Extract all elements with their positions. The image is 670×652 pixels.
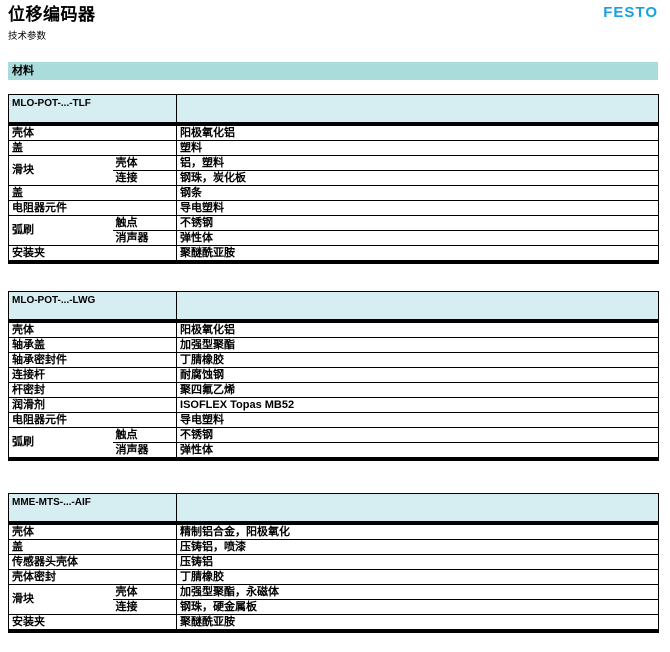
table-row: 盖 压铸铝，喷漆 bbox=[8, 539, 659, 555]
table-row: 消声器 弹性体 bbox=[9, 442, 659, 460]
row-value: 钢珠，炭化板 bbox=[176, 170, 659, 186]
row-value: 阳极氧化铝 bbox=[176, 124, 659, 141]
row-label: 安装夹 bbox=[8, 614, 177, 632]
table-row: 安装夹 聚醚酰亚胺 bbox=[8, 245, 659, 263]
model-name: MLO-POT-...-LWG bbox=[8, 291, 177, 323]
table-row: 电阻器元件 导电塑料 bbox=[8, 412, 659, 428]
material-table-mlo-pot-tlf: MLO-POT-...-TLF 壳体 阳极氧化铝 盖 塑料 滑块 壳体 铝，塑料… bbox=[8, 94, 659, 264]
row-value: 不锈钢 bbox=[176, 215, 659, 231]
section-header-materials: 材料 bbox=[8, 62, 658, 80]
table-row: 电阻器元件 导电塑料 bbox=[8, 200, 659, 216]
page-subtitle: 技术参数 bbox=[8, 31, 47, 42]
table-row: 安装夹 聚醚酰亚胺 bbox=[8, 614, 659, 632]
row-sublabel: 触点 bbox=[112, 427, 177, 443]
row-label: 盖 bbox=[8, 185, 177, 201]
row-label: 壳体 bbox=[8, 124, 177, 141]
table-row: 壳体密封 丁腈橡胶 bbox=[8, 569, 659, 585]
table-row: 盖 塑料 bbox=[8, 140, 659, 156]
festo-logo: FESTO bbox=[603, 4, 658, 21]
row-value: 聚醚酰亚胺 bbox=[176, 245, 659, 263]
table-row: 连接 钢珠，硬金属板 bbox=[9, 599, 659, 615]
datasheet-page: 位移编码器 技术参数 FESTO 材料 MLO-POT-...-TLF 壳体 阳… bbox=[8, 0, 660, 633]
row-value: 加强型聚酯，永磁体 bbox=[176, 584, 659, 600]
row-value: 加强型聚酯 bbox=[176, 337, 659, 353]
row-label: 滑块 bbox=[8, 155, 113, 186]
row-label: 弧刷 bbox=[8, 215, 113, 246]
table-row: 壳体 阳极氧化铝 bbox=[8, 321, 659, 338]
row-value: 丁腈橡胶 bbox=[176, 569, 659, 585]
table-row: 轴承密封件 丁腈橡胶 bbox=[8, 352, 659, 368]
model-name: MLO-POT-...-TLF bbox=[8, 94, 177, 126]
row-value: 阳极氧化铝 bbox=[176, 321, 659, 338]
row-sublabel: 壳体 bbox=[112, 584, 177, 600]
row-label: 轴承盖 bbox=[8, 337, 177, 353]
row-label: 轴承密封件 bbox=[8, 352, 177, 368]
table-row: 滑块 壳体 加强型聚酯，永磁体 bbox=[8, 584, 659, 615]
table-header-row: MLO-POT-...-LWG bbox=[8, 291, 659, 323]
material-table-mlo-pot-lwg: MLO-POT-...-LWG 壳体 阳极氧化铝 轴承盖 加强型聚酯 轴承密封件… bbox=[8, 291, 660, 461]
row-value: 弹性体 bbox=[176, 442, 659, 460]
material-table-mme-mts-aif: MME-MTS-...-AIF 壳体 精制铝合金，阳极氧化 盖 压铸铝，喷漆 传… bbox=[8, 493, 659, 633]
row-label: 连接杆 bbox=[8, 367, 177, 383]
row-label: 滑块 bbox=[8, 584, 113, 615]
row-value: 聚醚酰亚胺 bbox=[176, 614, 659, 632]
table-row: 连接杆 耐腐蚀钢 bbox=[8, 367, 659, 383]
table-row: 壳体 精制铝合金，阳极氧化 bbox=[8, 523, 659, 540]
table-row: 弧刷 触点 不锈钢 bbox=[8, 427, 659, 460]
row-label: 壳体 bbox=[8, 523, 177, 540]
row-value: 丁腈橡胶 bbox=[176, 352, 659, 368]
row-label: 电阻器元件 bbox=[8, 412, 177, 428]
row-label: 盖 bbox=[8, 140, 177, 156]
row-value: 压铸铝，喷漆 bbox=[176, 539, 659, 555]
row-label: 弧刷 bbox=[8, 427, 113, 460]
table-row: 连接 钢珠，炭化板 bbox=[9, 170, 659, 186]
row-label: 传感器头壳体 bbox=[8, 554, 177, 570]
table-row: 传感器头壳体 压铸铝 bbox=[8, 554, 659, 570]
header-spacer bbox=[176, 291, 659, 323]
table-header-row: MLO-POT-...-TLF bbox=[8, 94, 659, 126]
row-value: 钢条 bbox=[176, 185, 659, 201]
row-label: 盖 bbox=[8, 539, 177, 555]
row-value: 耐腐蚀钢 bbox=[176, 367, 659, 383]
row-value: 导电塑料 bbox=[176, 200, 659, 216]
row-value: 精制铝合金，阳极氧化 bbox=[176, 523, 659, 540]
page-title: 位移编码器 bbox=[8, 5, 96, 24]
row-value: 不锈钢 bbox=[176, 427, 659, 443]
table-row: 润滑剂 ISOFLEX Topas MB52 bbox=[8, 397, 659, 413]
row-label: 安装夹 bbox=[8, 245, 177, 263]
row-value: 导电塑料 bbox=[176, 412, 659, 428]
row-label: 电阻器元件 bbox=[8, 200, 177, 216]
row-value: 弹性体 bbox=[176, 230, 659, 246]
row-sublabel: 消声器 bbox=[112, 230, 177, 246]
row-label: 杆密封 bbox=[8, 382, 177, 398]
row-value: 塑料 bbox=[176, 140, 659, 156]
row-sublabel: 连接 bbox=[112, 599, 177, 615]
row-sublabel: 连接 bbox=[112, 170, 177, 186]
row-label: 壳体密封 bbox=[8, 569, 177, 585]
table-row: 滑块 壳体 铝，塑料 bbox=[8, 155, 659, 186]
row-value: 钢珠，硬金属板 bbox=[176, 599, 659, 615]
row-sublabel: 壳体 bbox=[112, 155, 177, 171]
row-label: 润滑剂 bbox=[8, 397, 177, 413]
table-row: 壳体 阳极氧化铝 bbox=[8, 124, 659, 141]
table-row: 杆密封 聚四氟乙烯 bbox=[8, 382, 659, 398]
table-row: 盖 钢条 bbox=[8, 185, 659, 201]
row-value: 压铸铝 bbox=[176, 554, 659, 570]
header-spacer bbox=[176, 493, 659, 525]
model-name: MME-MTS-...-AIF bbox=[8, 493, 177, 525]
table-row: 弧刷 触点 不锈钢 bbox=[8, 215, 659, 246]
row-value: 铝，塑料 bbox=[176, 155, 659, 171]
row-sublabel: 触点 bbox=[112, 215, 177, 231]
row-label: 壳体 bbox=[8, 321, 177, 338]
row-value: ISOFLEX Topas MB52 bbox=[176, 397, 659, 413]
row-value: 聚四氟乙烯 bbox=[176, 382, 659, 398]
table-row: 轴承盖 加强型聚酯 bbox=[8, 337, 659, 353]
table-row: 消声器 弹性体 bbox=[9, 230, 659, 246]
row-sublabel: 消声器 bbox=[112, 442, 177, 460]
header-spacer bbox=[176, 94, 659, 126]
table-header-row: MME-MTS-...-AIF bbox=[8, 493, 659, 525]
